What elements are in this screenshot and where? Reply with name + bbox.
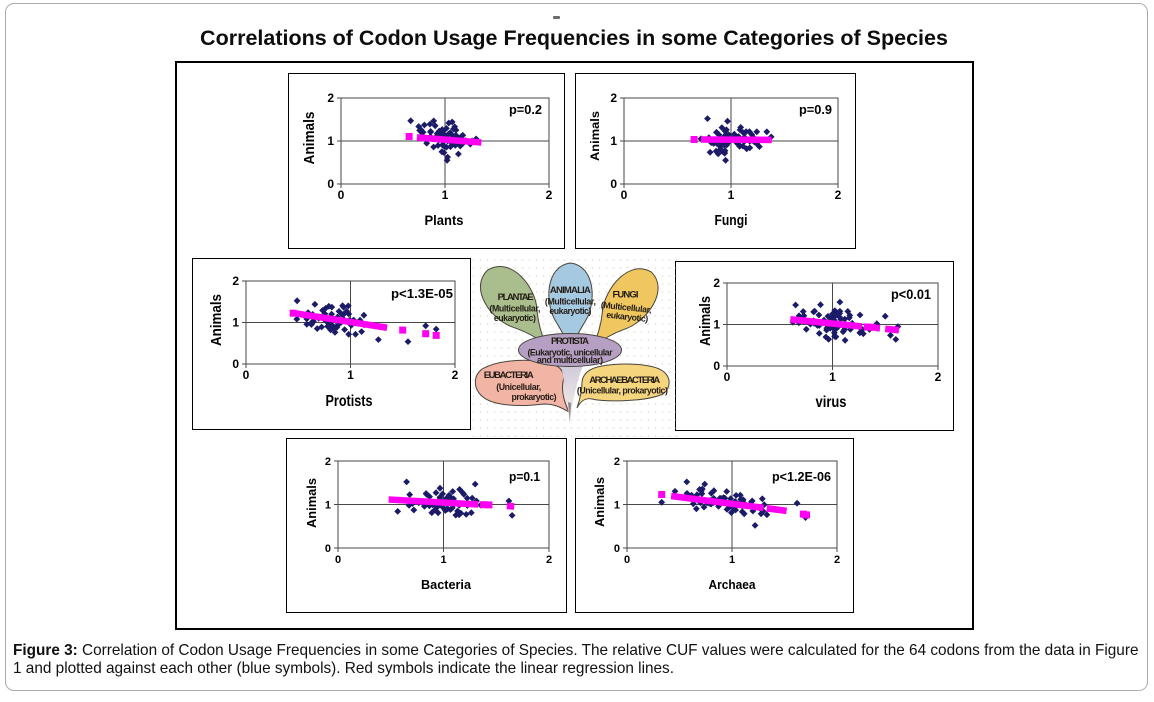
svg-text:Animals: Animals xyxy=(592,477,607,527)
svg-text:2: 2 xyxy=(546,554,552,566)
svg-text:1: 1 xyxy=(610,134,617,148)
svg-text:p<1.2E-06: p<1.2E-06 xyxy=(772,470,831,484)
svg-text:2: 2 xyxy=(935,370,942,384)
svg-text:2: 2 xyxy=(546,188,553,202)
svg-text:1: 1 xyxy=(325,500,331,512)
svg-text:(Multicellular,: (Multicellular, xyxy=(545,296,596,306)
svg-text:PROTISTA: PROTISTA xyxy=(551,336,589,347)
svg-text:Fungi: Fungi xyxy=(715,213,748,229)
svg-text:2: 2 xyxy=(835,188,842,202)
svg-text:Animals: Animals xyxy=(301,112,318,165)
svg-text:2: 2 xyxy=(452,368,459,382)
svg-text:1: 1 xyxy=(713,318,720,332)
svg-text:2: 2 xyxy=(325,456,331,468)
svg-text:2: 2 xyxy=(610,91,617,105)
svg-text:prokaryotic): prokaryotic) xyxy=(512,392,557,402)
svg-text:p=0.9: p=0.9 xyxy=(799,102,832,117)
svg-text:EUBACTERIA: EUBACTERIA xyxy=(484,370,534,381)
svg-text:p=0.1: p=0.1 xyxy=(509,470,540,484)
svg-text:0: 0 xyxy=(335,554,341,566)
svg-text:p<0.01: p<0.01 xyxy=(891,287,931,302)
svg-text:1: 1 xyxy=(729,554,735,566)
svg-text:0: 0 xyxy=(243,368,250,382)
svg-text:and multicellular): and multicellular) xyxy=(537,355,603,365)
svg-text:2: 2 xyxy=(713,276,720,290)
svg-text:p<1.3E-05: p<1.3E-05 xyxy=(391,286,453,301)
svg-text:Protists: Protists xyxy=(326,393,373,410)
svg-text:1: 1 xyxy=(347,368,354,382)
svg-text:0: 0 xyxy=(325,543,331,555)
svg-text:1: 1 xyxy=(728,188,735,202)
svg-text:eukaryotic): eukaryotic) xyxy=(494,313,536,323)
svg-text:eukaryotic): eukaryotic) xyxy=(606,310,649,324)
svg-text:p=0.2: p=0.2 xyxy=(509,102,542,117)
svg-text:0: 0 xyxy=(621,188,628,202)
svg-text:virus: virus xyxy=(816,394,847,411)
svg-text:1: 1 xyxy=(442,188,449,202)
svg-text:0: 0 xyxy=(327,177,334,191)
svg-text:Animals: Animals xyxy=(208,294,225,346)
svg-text:1: 1 xyxy=(440,554,446,566)
svg-text:Animals: Animals xyxy=(588,111,602,161)
svg-text:2: 2 xyxy=(614,456,620,468)
svg-text:2: 2 xyxy=(327,91,334,105)
svg-text:1: 1 xyxy=(232,316,239,330)
svg-text:0: 0 xyxy=(232,357,239,371)
svg-text:2: 2 xyxy=(834,554,840,566)
svg-text:ANIMALIA: ANIMALIA xyxy=(550,285,591,296)
svg-text:Animals: Animals xyxy=(697,296,714,346)
svg-text:(Unicellular,: (Unicellular, xyxy=(496,382,541,392)
svg-text:0: 0 xyxy=(624,554,630,566)
svg-text:0: 0 xyxy=(724,370,731,384)
svg-text:(Unicellular, prokaryotic): (Unicellular, prokaryotic) xyxy=(577,386,668,396)
svg-text:2: 2 xyxy=(232,274,239,288)
svg-text:Animals: Animals xyxy=(304,478,319,528)
svg-text:FUNGI: FUNGI xyxy=(613,290,639,301)
svg-text:Bacteria: Bacteria xyxy=(421,577,472,592)
svg-text:Plants: Plants xyxy=(425,212,464,228)
svg-text:(Multicellular,: (Multicellular, xyxy=(489,304,540,314)
svg-text:ARCHAEBACTERIA: ARCHAEBACTERIA xyxy=(589,375,660,386)
svg-text:0: 0 xyxy=(338,188,345,202)
svg-text:eukaryotic): eukaryotic) xyxy=(549,306,591,316)
svg-text:(Eukaryotic, unicellular: (Eukaryotic, unicellular xyxy=(528,348,614,358)
svg-text:1: 1 xyxy=(327,134,334,148)
svg-text:0: 0 xyxy=(610,177,617,191)
svg-text:0: 0 xyxy=(713,359,720,373)
svg-text:0: 0 xyxy=(614,543,620,555)
svg-text:1: 1 xyxy=(614,500,620,512)
svg-text:Archaea: Archaea xyxy=(709,577,757,592)
svg-text:PLANTAE: PLANTAE xyxy=(498,292,534,303)
svg-text:1: 1 xyxy=(829,370,836,384)
